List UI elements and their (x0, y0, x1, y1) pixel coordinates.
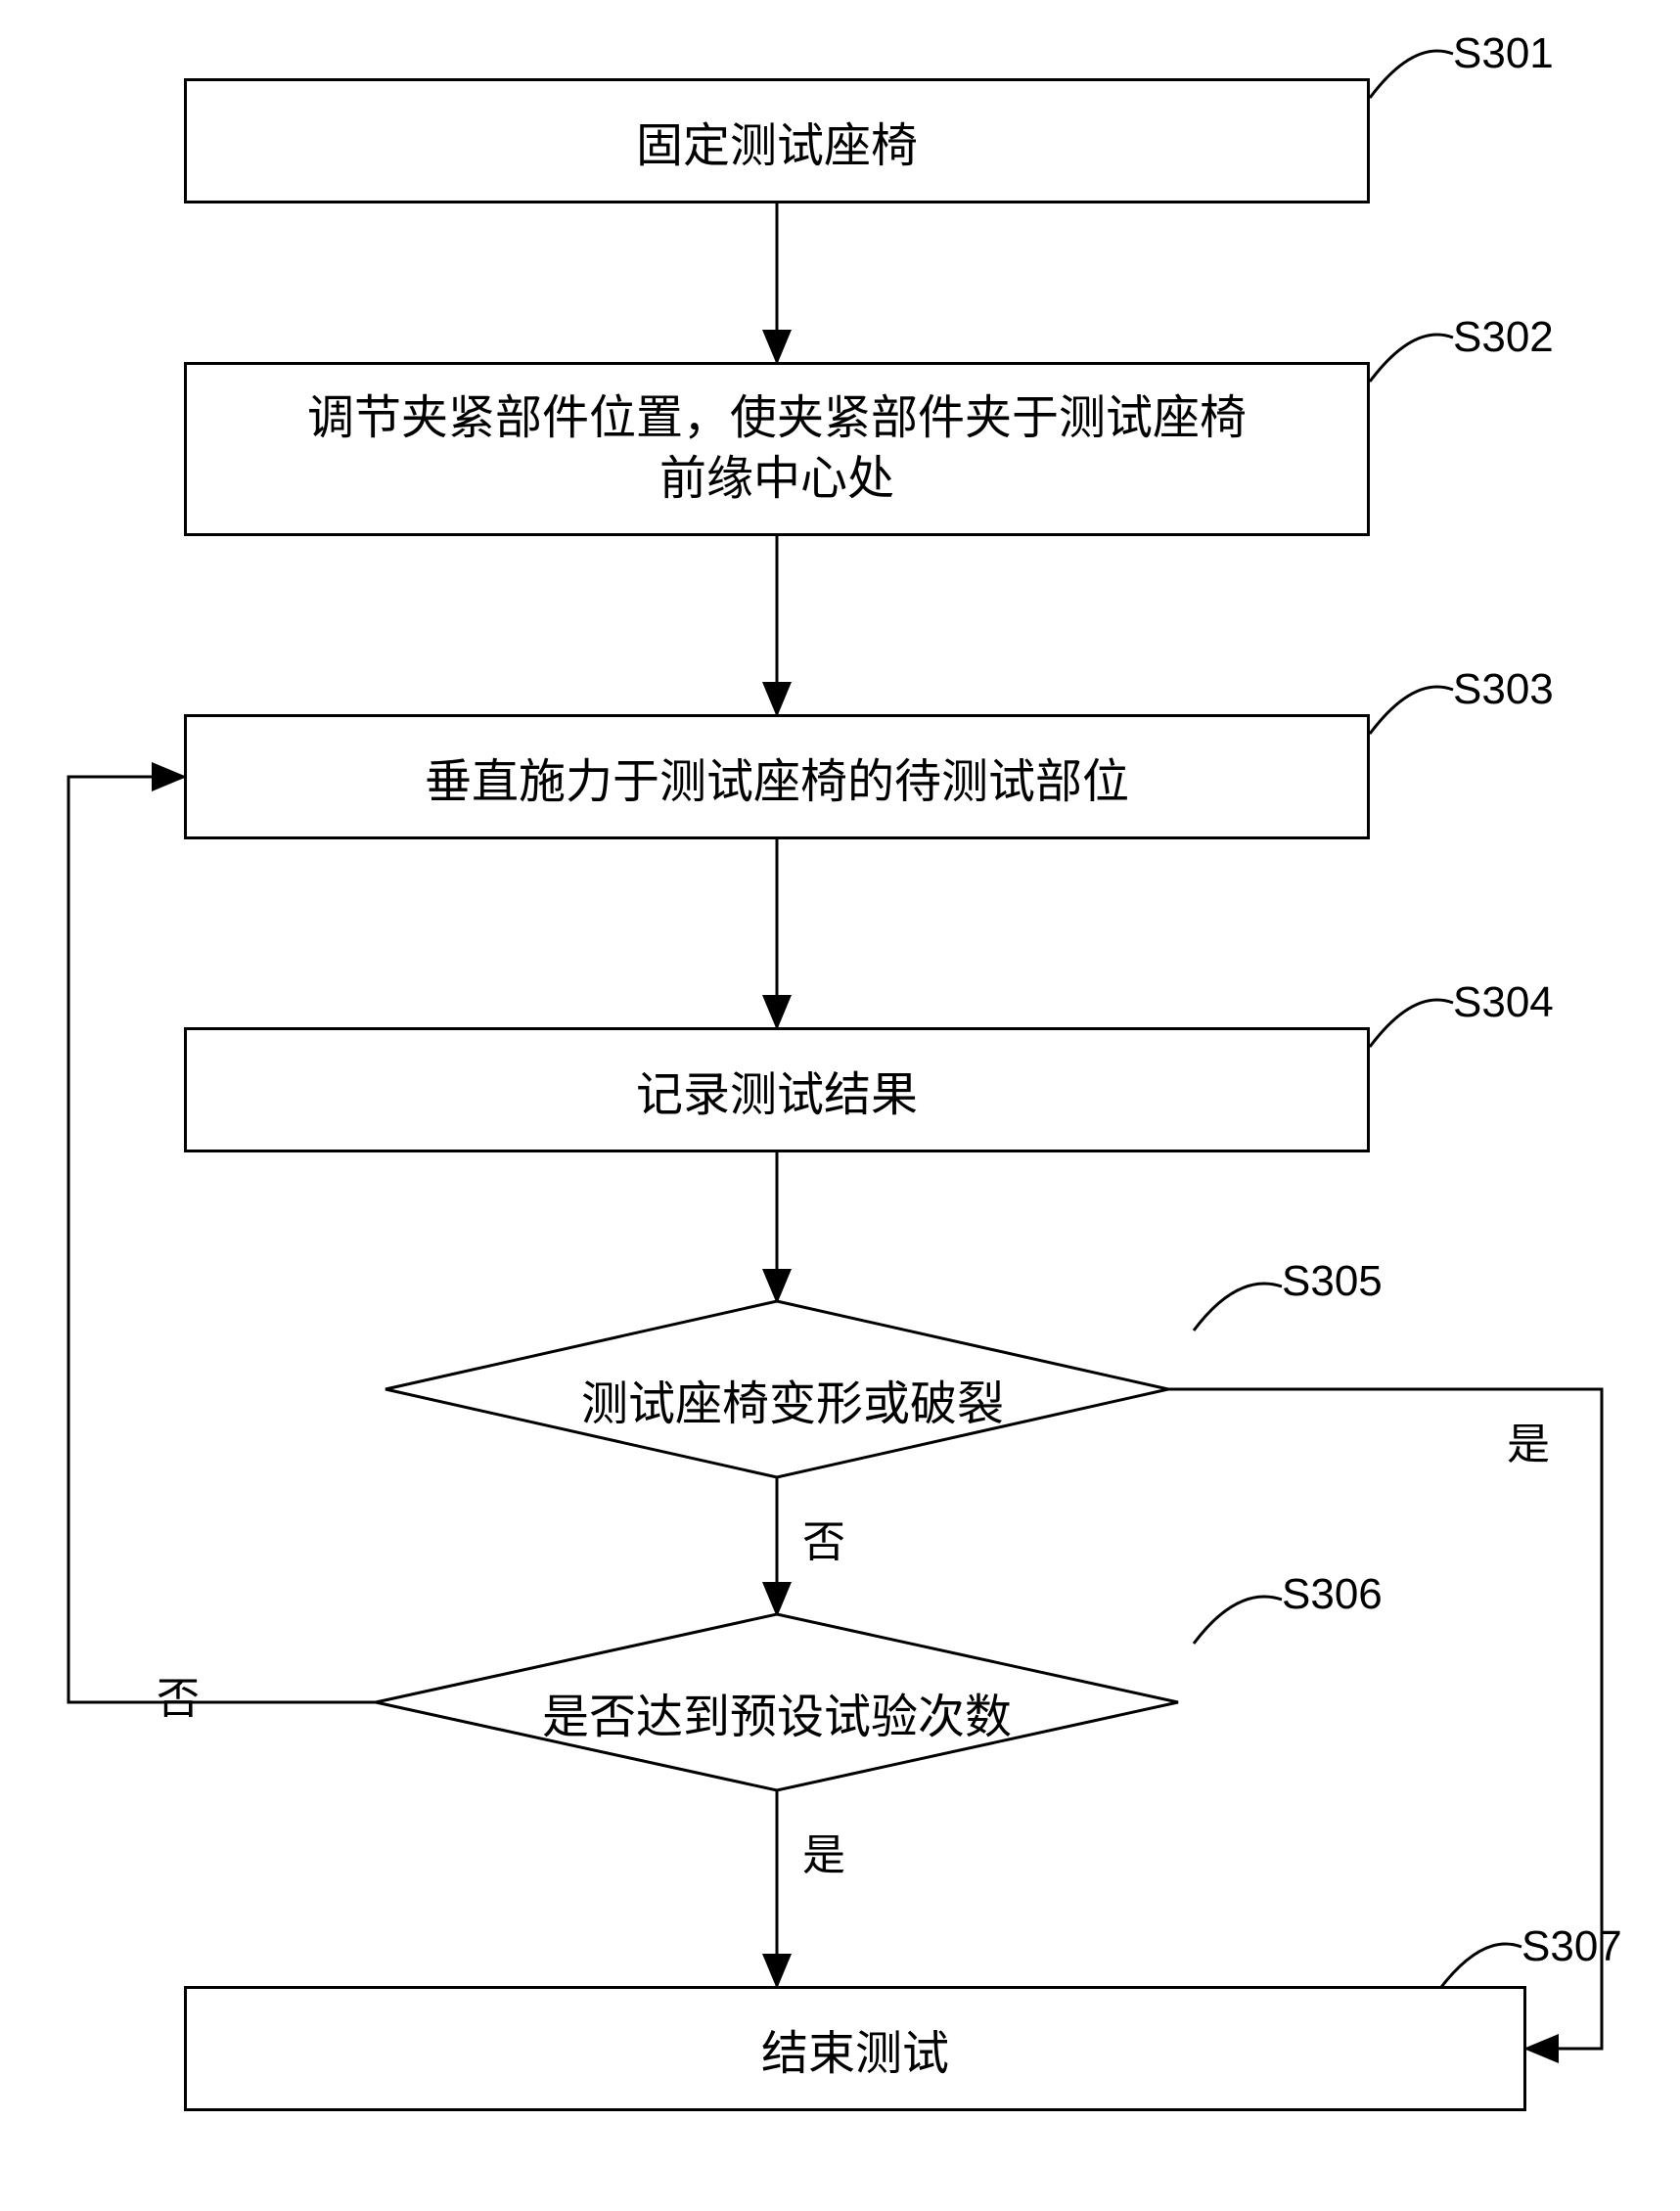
node-s303: 垂直施力于测试座椅的待测试部位 (184, 714, 1370, 839)
branch-s305-yes: 是 (1507, 1409, 1550, 1471)
label-s307: S307 (1521, 1922, 1622, 1971)
label-curve-s304 (1370, 1000, 1453, 1047)
node-s304: 记录测试结果 (184, 1027, 1370, 1152)
label-curve-s305 (1194, 1284, 1282, 1331)
node-s303-text: 垂直施力于测试座椅的待测试部位 (425, 743, 1129, 811)
label-curve-s301 (1370, 51, 1453, 98)
node-s301: 固定测试座椅 (184, 78, 1370, 203)
branch-s306-no: 否 (157, 1663, 200, 1726)
node-s302-text2: 前缘中心处 (659, 449, 894, 510)
label-curve-s303 (1370, 687, 1453, 734)
node-s307: 结束测试 (184, 1986, 1526, 2111)
node-s305-text: 测试座椅变形或破裂 (581, 1365, 973, 1433)
label-s304: S304 (1453, 978, 1554, 1027)
label-curve-s307 (1438, 1944, 1521, 1991)
label-s306: S306 (1282, 1570, 1383, 1619)
node-s302: 调节夹紧部件位置，使夹紧部件夹于测试座椅 前缘中心处 (184, 362, 1370, 536)
branch-s305-no: 否 (802, 1507, 845, 1569)
label-s303: S303 (1453, 665, 1554, 714)
node-s304-text: 记录测试结果 (636, 1056, 918, 1124)
node-s302-text1: 调节夹紧部件位置，使夹紧部件夹于测试座椅 (307, 388, 1247, 449)
node-s301-text: 固定测试座椅 (636, 107, 918, 175)
flowchart-container: 固定测试座椅 S301 调节夹紧部件位置，使夹紧部件夹于测试座椅 前缘中心处 S… (0, 0, 1680, 2211)
node-s307-text: 结束测试 (761, 2014, 949, 2083)
node-s306-text: 是否达到预设试验次数 (542, 1678, 1012, 1746)
branch-s306-yes: 是 (802, 1820, 845, 1882)
label-s301: S301 (1453, 29, 1554, 78)
label-curve-s306 (1194, 1597, 1282, 1644)
label-s302: S302 (1453, 313, 1554, 362)
edge-s306-s303-no (68, 777, 376, 1702)
label-curve-s302 (1370, 335, 1453, 382)
label-s305: S305 (1282, 1257, 1383, 1306)
